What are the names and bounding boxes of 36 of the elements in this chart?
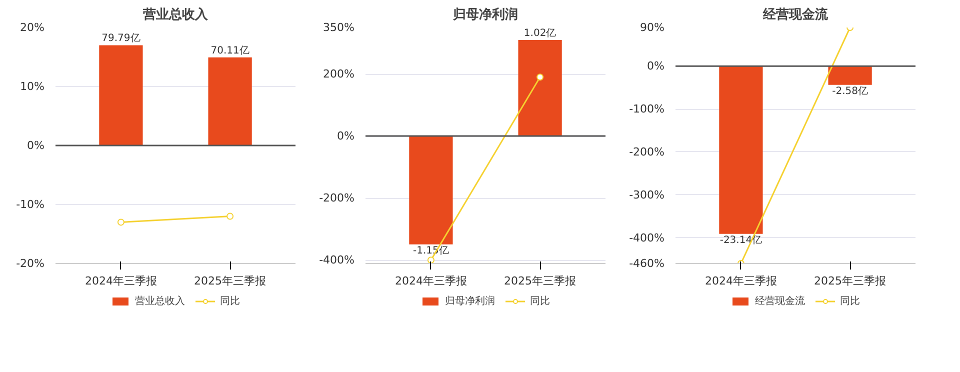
- y-tick-label: -400%: [319, 254, 355, 267]
- y-tick-label: -100%: [629, 102, 665, 116]
- chart-title: 营业总收入: [142, 6, 209, 22]
- x-tick-label: 2025年三季报: [814, 274, 886, 288]
- y-tick-label: -20%: [16, 257, 45, 270]
- x-tick-label: 2024年三季报: [84, 274, 157, 288]
- y-tick-label: 20%: [20, 21, 45, 34]
- y-tick-label: -460%: [629, 257, 665, 270]
- y-tick-label: -400%: [629, 231, 665, 244]
- y-tick-label: 0%: [337, 130, 354, 143]
- y-tick-label: -200%: [319, 192, 355, 205]
- data-label: -2.58亿: [832, 86, 868, 97]
- legend-label: 同比: [840, 294, 860, 308]
- legend-label: 经营现金流: [755, 294, 805, 308]
- legend-label: 同比: [220, 294, 240, 308]
- x-tick-label: 2024年三季报: [394, 274, 467, 288]
- y-tick-label: 10%: [20, 80, 45, 93]
- x-tick-label: 2025年三季报: [194, 274, 266, 288]
- chart-title: 经营现金流: [762, 6, 829, 22]
- legend-label: 营业总收入: [135, 294, 185, 308]
- legend-label: 归母净利润: [445, 294, 495, 308]
- x-tick-label: 2024年三季报: [704, 274, 777, 288]
- y-tick-label: -10%: [16, 198, 45, 211]
- data-label: 70.11亿: [210, 45, 250, 56]
- legend-label: 同比: [530, 294, 550, 308]
- y-tick-label: 350%: [323, 21, 355, 34]
- x-tick-label: 2025年三季报: [504, 274, 576, 288]
- y-tick-label: -200%: [629, 145, 665, 158]
- y-tick-label: -300%: [629, 188, 665, 202]
- data-label: 1.02亿: [524, 28, 556, 39]
- y-tick-label: 0%: [647, 60, 664, 73]
- y-tick-label: 90%: [640, 21, 665, 34]
- y-tick-label: 0%: [27, 139, 44, 152]
- y-tick-label: 200%: [323, 68, 355, 81]
- chart-title: 归母净利润: [452, 6, 518, 22]
- data-label: 79.79亿: [102, 33, 140, 44]
